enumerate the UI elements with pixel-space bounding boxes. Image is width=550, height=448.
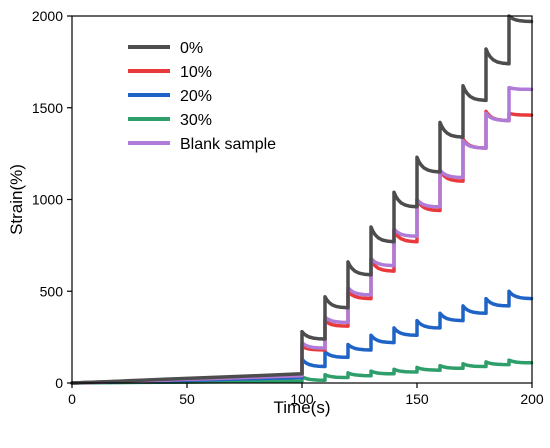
y-tick-label: 1500 — [32, 100, 63, 116]
series-layer — [70, 14, 534, 385]
legend-label: 10% — [180, 64, 212, 81]
legend-label: 20% — [180, 88, 212, 105]
series-line — [70, 358, 534, 385]
y-tick-label: 1000 — [32, 192, 63, 208]
series-line — [70, 14, 534, 385]
y-axis-title: Strain(%) — [7, 164, 26, 235]
y-tick-label: 2000 — [32, 8, 63, 24]
x-tick-label: 150 — [405, 391, 429, 407]
legend-label: Blank sample — [180, 136, 276, 153]
series-line — [70, 289, 534, 385]
legend: 0% 10% 20% 30% Blank sample — [128, 40, 276, 153]
legend-label: 30% — [180, 112, 212, 129]
y-tick-label: 500 — [40, 283, 64, 299]
x-tick-label: 200 — [520, 391, 544, 407]
legend-label: 0% — [180, 40, 203, 57]
x-axis-title: Time(s) — [274, 398, 331, 417]
x-tick-label: 0 — [68, 391, 76, 407]
y-tick-label: 0 — [55, 375, 63, 391]
x-tick-label: 100 — [290, 391, 314, 407]
x-tick-label: 50 — [179, 391, 195, 407]
series-line — [70, 85, 534, 385]
